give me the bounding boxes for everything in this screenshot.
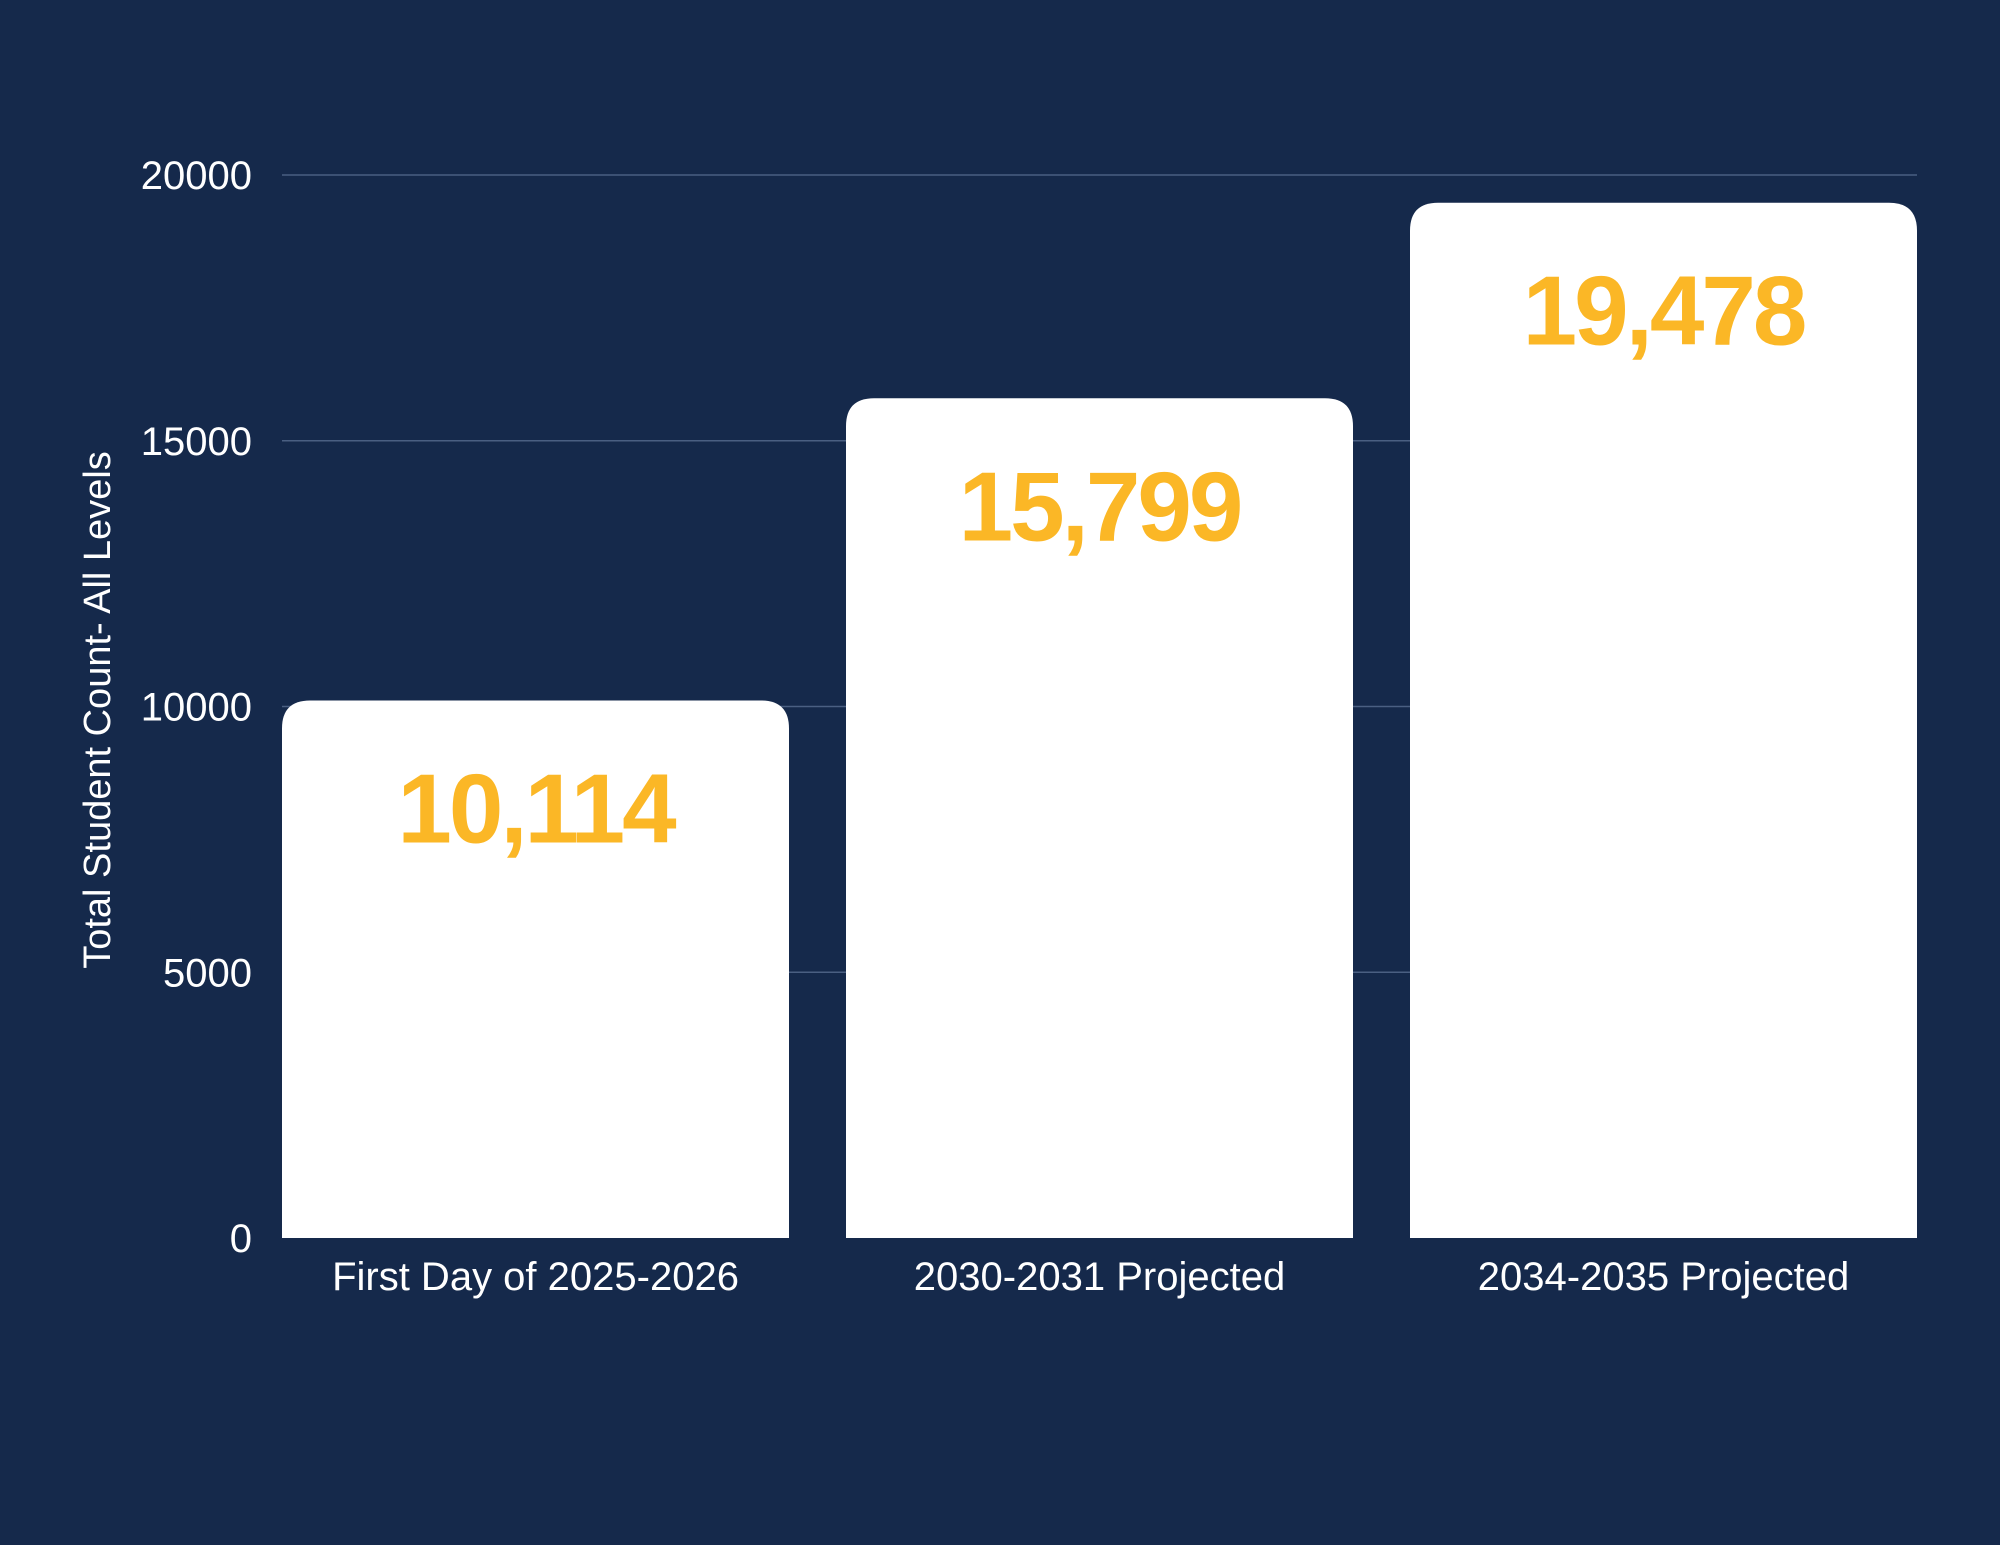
y-tick-label: 20000 [141,154,252,198]
bars: 10,114 15,799 19,478 [282,202,1917,1239]
y-tick-label: 0 [230,1217,252,1261]
bar [1410,202,1917,1239]
bar [282,700,789,1238]
x-tick-label: 2030-2031 Projected [914,1255,1285,1299]
bar [846,398,1353,1238]
x-tick-label: 2034-2035 Projected [1478,1255,1849,1299]
x-tick-label: First Day of 2025-2026 [332,1255,739,1299]
y-tick-label: 5000 [163,951,252,995]
bar-value-label: 19,478 [1523,256,1805,366]
bar-value-label: 15,799 [959,451,1241,561]
bar-value-label: 10,114 [397,753,676,863]
y-tick-label: 10000 [141,686,252,730]
y-axis-ticks: 0 5000 10000 15000 20000 [141,154,252,1261]
x-axis-ticks: First Day of 2025-2026 2030-2031 Projecte… [332,1255,1849,1299]
y-axis-title: Total Student Count- All Levels [77,451,119,969]
y-tick-label: 15000 [141,420,252,464]
